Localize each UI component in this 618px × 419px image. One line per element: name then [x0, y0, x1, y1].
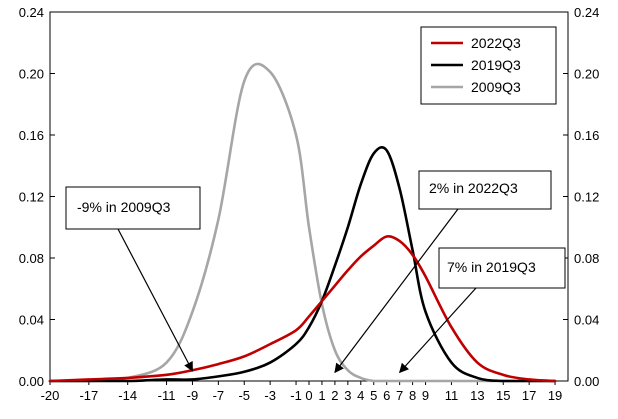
y-tick-label-left: 0.00: [19, 374, 44, 389]
annotation-arrow: [399, 287, 477, 374]
x-tick-label: -5: [238, 388, 250, 403]
x-tick-label: 6: [383, 388, 390, 403]
y-tick-label-left: 0.24: [19, 5, 44, 20]
x-tick-label: 11: [445, 388, 459, 403]
x-tick-label: -7: [213, 388, 225, 403]
x-tick-label: 2: [331, 388, 338, 403]
x-tick-label: 4: [357, 388, 364, 403]
y-tick-label-right: 0.20: [574, 67, 599, 82]
x-tick-label: 8: [409, 388, 416, 403]
x-tick-label: 13: [470, 388, 484, 403]
y-tick-label-right: 0.16: [574, 128, 599, 143]
y-tick-label-right: 0.24: [574, 5, 599, 20]
x-tick-label: 17: [522, 388, 536, 403]
y-tick-label-left: 0.16: [19, 128, 44, 143]
annotation-label: 2% in 2022Q3: [429, 180, 518, 196]
annotation-box: [438, 247, 566, 289]
annotation-box: [418, 170, 552, 210]
annotation-arrow: [117, 228, 193, 372]
y-tick-label-left: 0.20: [19, 67, 44, 82]
x-tick-label: -14: [118, 388, 137, 403]
annotation-arrow: [334, 208, 459, 374]
x-tick-label: -20: [41, 388, 60, 403]
y-tick-label-right: 0.00: [574, 374, 599, 389]
series-line-2009q3: [48, 62, 557, 383]
y-tick-label-left: 0.08: [19, 251, 44, 266]
x-tick-label: -1: [290, 388, 302, 403]
x-tick-label: 1: [318, 388, 325, 403]
x-tick-label: -9: [187, 388, 199, 403]
x-tick-label: -3: [264, 388, 276, 403]
series-line-2019q3: [48, 145, 557, 383]
x-tick-label: 5: [370, 388, 377, 403]
annotation-box: [65, 186, 201, 230]
x-tick-label: 15: [496, 388, 510, 403]
y-tick-label-left: 0.12: [19, 190, 44, 205]
y-tick-label-right: 0.04: [574, 313, 599, 328]
legend-label-2009q3: 2009Q3: [471, 79, 521, 95]
x-tick-label: 0: [305, 388, 312, 403]
annotation-label: 7% in 2019Q3: [447, 259, 536, 275]
x-tick-label: 7: [396, 388, 403, 403]
annotation-label: -9% in 2009Q3: [77, 199, 171, 215]
y-tick-label-left: 0.04: [19, 313, 44, 328]
x-tick-label: 9: [422, 388, 429, 403]
y-tick-label-right: 0.08: [574, 251, 599, 266]
x-tick-label: -17: [79, 388, 98, 403]
legend-label-2022q3: 2022Q3: [471, 35, 521, 51]
x-tick-label: 19: [548, 388, 562, 403]
y-tick-label-right: 0.12: [574, 190, 599, 205]
legend-label-2019q3: 2019Q3: [471, 57, 521, 73]
x-tick-label: 3: [344, 388, 351, 403]
x-tick-label: -11: [158, 388, 176, 403]
